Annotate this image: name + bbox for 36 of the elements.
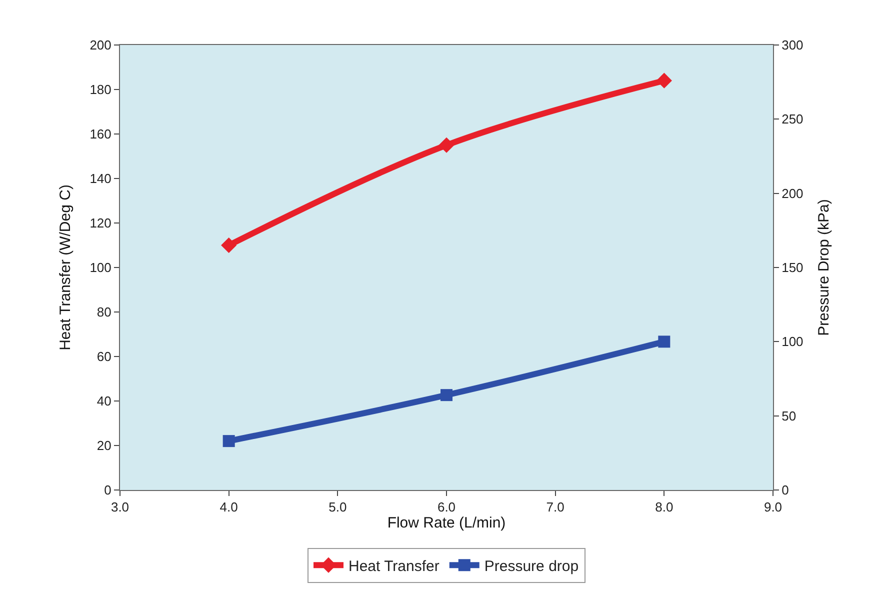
- legend-label: Pressure drop: [484, 558, 579, 575]
- x-tick-label: 4.0: [220, 500, 238, 515]
- x-tick-label: 3.0: [110, 500, 130, 515]
- point: [656, 72, 672, 88]
- y2-tick-label: 150: [782, 260, 804, 276]
- x-tick-label: 6.0: [437, 500, 456, 515]
- y-tick-label: 180: [90, 82, 112, 98]
- y-tick-label: 120: [90, 216, 112, 231]
- y-tick-label: 100: [90, 260, 112, 276]
- y2-tick-label: 200: [782, 186, 804, 201]
- point: [222, 435, 235, 448]
- y2-tick-label: 100: [782, 334, 804, 350]
- y-tick-label: 0: [104, 482, 112, 498]
- x-tick-label: 7.0: [546, 500, 564, 515]
- y2-tick-label: 0: [782, 482, 789, 498]
- y2-tick-label: 50: [782, 408, 796, 424]
- y2-tick-label: 300: [782, 38, 804, 53]
- y2-axis-title: Pressure Drop (kPa): [815, 199, 832, 336]
- y2-tick-label: 250: [782, 112, 804, 127]
- y-axis-title: Heat Transfer (W/Deg C): [56, 184, 74, 350]
- x-axis-title: Flow Rate (L/min): [387, 514, 506, 532]
- x-tick-label: 5.0: [328, 500, 347, 515]
- y-tick-label: 60: [96, 349, 112, 364]
- point: [438, 137, 454, 153]
- point: [440, 389, 452, 402]
- x-tick-label: 8.0: [655, 500, 674, 515]
- legend-label: Heat Transfer: [348, 558, 440, 575]
- y-tick-label: 200: [90, 38, 112, 53]
- y-tick-label: 80: [96, 304, 112, 320]
- y-tick-label: 140: [90, 171, 112, 186]
- x-tick-label: 9.0: [764, 500, 782, 515]
- y-tick-label: 20: [96, 438, 112, 454]
- y-tick-label: 40: [96, 394, 112, 409]
- point: [221, 237, 237, 254]
- point: [658, 336, 670, 348]
- y-tick-label: 160: [90, 126, 112, 142]
